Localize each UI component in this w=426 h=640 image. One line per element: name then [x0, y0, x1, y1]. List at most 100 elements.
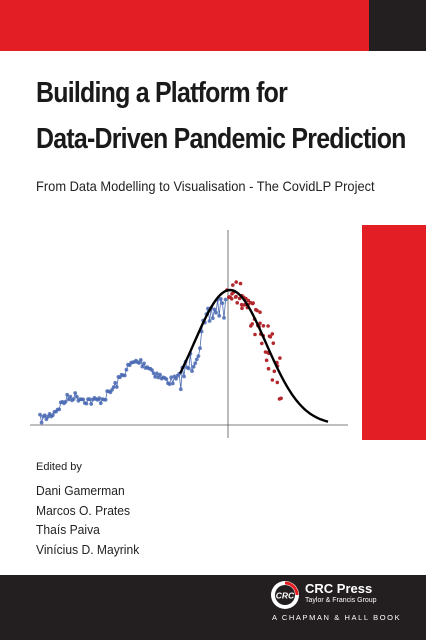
observed-point [142, 361, 146, 366]
forecast-point [255, 308, 259, 313]
observed-point [214, 310, 218, 315]
observed-point [57, 407, 62, 412]
top-red-band [0, 0, 369, 51]
forecast-point [261, 324, 266, 328]
observed-point [50, 413, 55, 418]
observed-point [210, 316, 215, 321]
crc-press-logo-icon: CRC [271, 581, 299, 609]
observed-point [190, 369, 194, 373]
observed-point [114, 385, 119, 389]
forecast-point [231, 283, 235, 287]
forecast-point [258, 321, 262, 326]
observed-point [212, 307, 217, 312]
observed-point [137, 361, 142, 365]
book-title-line-2: Data-Driven Pandemic Prediction [36, 123, 406, 155]
observed-point [110, 388, 114, 392]
observed-point [174, 376, 178, 381]
observed-point [46, 414, 50, 419]
observed-point [63, 399, 68, 404]
observed-point [87, 397, 92, 402]
editor-name: Vinícius D. Mayrink [36, 541, 140, 557]
editors-list: Dani Gamerman Marcos O. Prates Thaís Pai… [36, 481, 147, 559]
observed-point [223, 297, 228, 302]
observed-point [74, 394, 79, 399]
observed-point [198, 346, 202, 351]
forecast-point [237, 296, 242, 301]
observed-point [182, 374, 186, 379]
observed-point [111, 385, 116, 389]
forecast-point [238, 281, 243, 286]
forecast-point [264, 358, 269, 363]
forecast-point [240, 306, 244, 311]
observed-point [170, 381, 175, 386]
observed-point [217, 313, 222, 318]
observed-point [97, 396, 102, 401]
observed-point [89, 402, 94, 406]
observed-point [73, 391, 78, 395]
side-red-block [362, 225, 426, 440]
forecast-series [225, 280, 283, 401]
edited-by-label: Edited by [36, 461, 82, 473]
observed-point [122, 373, 127, 378]
forecast-point [268, 335, 273, 339]
observed-point [140, 364, 145, 369]
fitted-curve [178, 288, 329, 423]
forecast-point [278, 356, 282, 360]
observed-point [158, 372, 162, 377]
forecast-point [266, 324, 270, 328]
publisher-band [0, 575, 426, 640]
book-subtitle: From Data Modelling to Visualisation - T… [36, 178, 375, 194]
editor-name: Marcos O. Prates [36, 502, 131, 518]
observed-point [38, 412, 42, 417]
observed-point [124, 367, 129, 372]
publisher-name: CRC Press [305, 581, 373, 596]
observed-point [207, 319, 212, 323]
observed-point [84, 401, 89, 406]
forecast-point [279, 396, 283, 401]
observed-point [186, 366, 191, 371]
observed-point [194, 357, 199, 362]
forecast-point [275, 380, 280, 385]
observed-point [156, 375, 161, 380]
editor-name: Dani Gamerman [36, 483, 125, 498]
observed-point [164, 377, 169, 381]
forecast-point [270, 378, 275, 382]
observed-point [39, 420, 44, 425]
observed-point [151, 371, 156, 376]
observed-point [65, 392, 70, 397]
crc-logo-text: CRC [276, 591, 295, 601]
observed-point [178, 387, 183, 392]
observed-point [71, 397, 76, 401]
observed-point [153, 375, 158, 379]
observed-point [113, 380, 118, 385]
observed-point [191, 364, 196, 369]
publisher-series: A CHAPMAN & HALL BOOK [272, 613, 402, 622]
forecast-point [253, 332, 257, 337]
observed-point [169, 375, 174, 380]
observed-point [103, 397, 108, 402]
observed-point [222, 316, 226, 320]
observed-point [81, 397, 86, 402]
forecast-point [270, 332, 275, 336]
forecast-point [229, 297, 234, 301]
forecast-point [272, 369, 277, 374]
forecast-point [260, 341, 264, 346]
observed-point [150, 368, 154, 372]
forecast-point [234, 280, 238, 284]
forecast-point [271, 341, 276, 345]
observed-series [38, 297, 228, 425]
forecast-point [246, 298, 251, 303]
observed-point [220, 301, 225, 305]
book-title-line-1: Building a Platform for [36, 77, 288, 109]
observed-point [154, 371, 159, 376]
forecast-point [234, 294, 238, 299]
observed-point [196, 354, 201, 358]
forecast-point [250, 322, 254, 326]
forecast-point [235, 301, 239, 305]
top-dark-band [369, 0, 426, 51]
editor-name: Thaís Paiva [36, 522, 100, 537]
observed-point [138, 358, 143, 362]
forecast-point [266, 366, 271, 371]
observed-point [167, 382, 172, 386]
